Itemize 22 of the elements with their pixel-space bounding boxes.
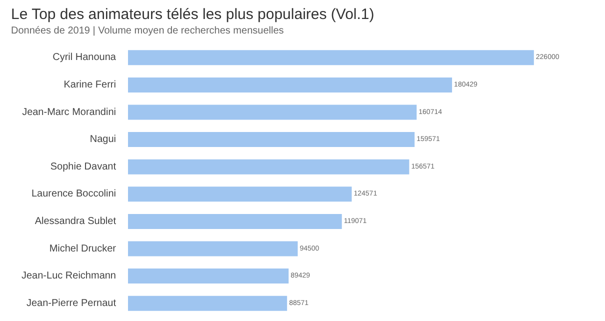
y-tick-label: Sophie Davant xyxy=(50,161,116,172)
y-tick-label: Jean-Marc Morandini xyxy=(22,106,116,118)
bar xyxy=(128,214,342,229)
y-tick-label: Cyril Hanouna xyxy=(52,52,116,64)
chart-subtitle: Données de 2019 | Volume moyen de recherches mensuelles xyxy=(11,26,284,36)
bar xyxy=(128,268,289,284)
bar xyxy=(128,132,415,148)
bar xyxy=(128,77,452,92)
bar xyxy=(128,50,534,66)
y-tick-label: Nagui xyxy=(90,134,116,146)
bar xyxy=(128,241,298,256)
bar xyxy=(128,186,352,202)
y-tick-label: Alessandra Sublet xyxy=(34,216,116,227)
y-tick-label: Jean-Luc Reichmann xyxy=(22,270,116,282)
chart-title: Le Top des animateurs télés les plus populaires (Vol.1) xyxy=(11,6,374,23)
y-tick-label: Laurence Boccolini xyxy=(32,188,116,200)
y-tick-label: Karine Ferri xyxy=(64,79,116,90)
bar xyxy=(128,104,417,120)
bar xyxy=(128,296,288,311)
y-tick-label: Michel Drucker xyxy=(49,243,117,254)
bar xyxy=(128,159,410,174)
y-tick-label: Jean-Pierre Pernaut xyxy=(26,298,116,309)
